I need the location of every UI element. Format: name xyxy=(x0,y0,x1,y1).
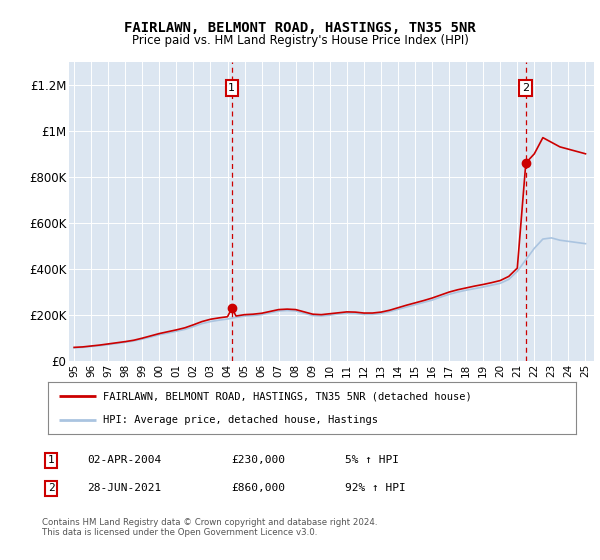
Text: 1: 1 xyxy=(228,83,235,93)
Text: FAIRLAWN, BELMONT ROAD, HASTINGS, TN35 5NR (detached house): FAIRLAWN, BELMONT ROAD, HASTINGS, TN35 5… xyxy=(103,391,472,402)
Text: 2: 2 xyxy=(47,483,55,493)
Text: £860,000: £860,000 xyxy=(231,483,285,493)
Text: 28-JUN-2021: 28-JUN-2021 xyxy=(87,483,161,493)
Text: 02-APR-2004: 02-APR-2004 xyxy=(87,455,161,465)
Text: 92% ↑ HPI: 92% ↑ HPI xyxy=(345,483,406,493)
Text: Contains HM Land Registry data © Crown copyright and database right 2024.
This d: Contains HM Land Registry data © Crown c… xyxy=(42,518,377,538)
Text: Price paid vs. HM Land Registry's House Price Index (HPI): Price paid vs. HM Land Registry's House … xyxy=(131,34,469,46)
Text: 2: 2 xyxy=(522,83,529,93)
Text: £230,000: £230,000 xyxy=(231,455,285,465)
Text: FAIRLAWN, BELMONT ROAD, HASTINGS, TN35 5NR: FAIRLAWN, BELMONT ROAD, HASTINGS, TN35 5… xyxy=(124,21,476,35)
Text: 1: 1 xyxy=(47,455,55,465)
Text: 5% ↑ HPI: 5% ↑ HPI xyxy=(345,455,399,465)
Text: HPI: Average price, detached house, Hastings: HPI: Average price, detached house, Hast… xyxy=(103,415,379,425)
